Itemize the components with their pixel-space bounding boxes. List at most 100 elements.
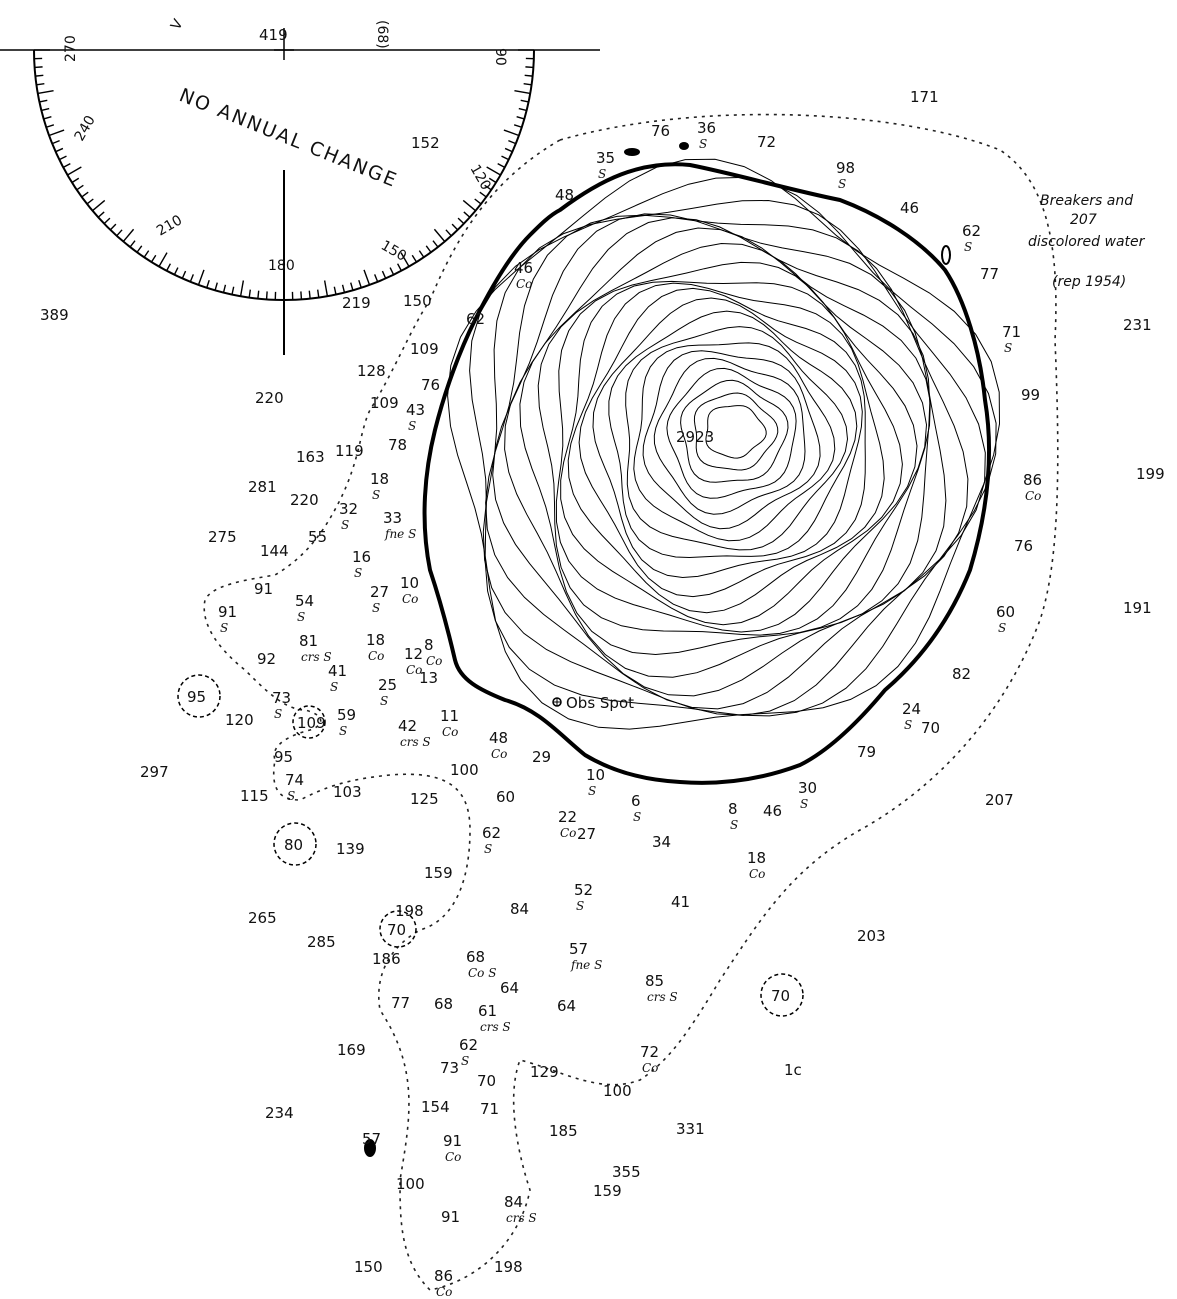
depth-value: 41	[671, 893, 690, 911]
compass-tick	[257, 290, 260, 299]
breakers-reported: (rep 1954)	[1052, 274, 1126, 290]
depth-value: 11	[440, 707, 459, 725]
compass-tick	[524, 74, 533, 77]
depth-sounding: 419	[259, 26, 288, 44]
bottom-quality: S	[1004, 341, 1012, 355]
depth-sounding: 73	[440, 1059, 459, 1077]
depth-value: 109	[410, 340, 439, 358]
depth-sounding: 171	[910, 88, 939, 106]
bottom-quality: Co	[1025, 489, 1041, 503]
bottom-quality: S	[730, 818, 738, 832]
depth-value: 191	[1123, 599, 1152, 617]
depth-sounding: 115	[240, 787, 269, 805]
depth-sounding: 70	[921, 719, 940, 737]
depth-value: 98	[836, 159, 855, 177]
depth-sounding: 59S	[337, 706, 356, 738]
bottom-quality: S	[330, 680, 338, 694]
compass-tick	[514, 89, 531, 95]
compass-tick	[181, 270, 187, 279]
compass-tick	[51, 140, 60, 145]
depth-value: 61	[478, 1002, 497, 1020]
depth-value: 84	[510, 900, 529, 918]
depth-sounding: 203	[857, 927, 886, 945]
depth-value: 144	[260, 542, 289, 560]
depth-sounding: 32S	[339, 500, 358, 532]
depth-value: 150	[354, 1258, 383, 1276]
compass-tick	[363, 269, 371, 286]
depth-value: 36	[697, 119, 716, 137]
svg-text:95: 95	[187, 688, 206, 706]
compass-tick	[46, 124, 55, 128]
terrain-contour-line	[482, 199, 986, 716]
compass-tick	[36, 82, 45, 86]
depth-value: 70	[921, 719, 940, 737]
depth-value: 220	[255, 389, 284, 407]
depth-sounding: 231	[1123, 316, 1152, 334]
depth-sounding: 100	[603, 1082, 632, 1100]
compass-tick	[504, 147, 513, 153]
depth-value: 297	[140, 763, 169, 781]
compass-tick	[86, 198, 94, 205]
depth-sounding: 54S	[295, 592, 314, 624]
depth-value: 78	[388, 436, 407, 454]
depth-sounding: 100	[450, 761, 479, 779]
circled-sounding: 70	[760, 973, 804, 1017]
depth-value: 77	[980, 265, 999, 283]
compass-tick	[389, 267, 395, 276]
depth-value: 100	[603, 1082, 632, 1100]
bottom-quality: Co S	[468, 966, 496, 980]
terrain-contour-line	[492, 213, 947, 697]
terrain-contour-line	[705, 405, 767, 459]
depth-sounding: 219	[342, 294, 371, 312]
depth-value: 100	[450, 761, 479, 779]
depth-value: 171	[910, 88, 939, 106]
terrain-contour-line	[537, 242, 928, 636]
compass-tick	[136, 245, 143, 253]
depth-value: 76	[1014, 537, 1033, 555]
depth-sounding: 62	[466, 310, 485, 328]
depth-sounding: 57	[362, 1130, 381, 1148]
compass-tick	[97, 211, 105, 218]
depth-value: 77	[391, 994, 410, 1012]
depth-value: 24	[902, 700, 921, 718]
depth-sounding: 73S	[272, 689, 291, 721]
depth-sounding: 76	[1014, 537, 1033, 555]
depth-value: 46	[763, 802, 782, 820]
depth-sounding: 41S	[328, 662, 347, 694]
depth-value: 1c	[784, 1061, 802, 1079]
terrain-contour-line	[447, 158, 1001, 730]
depth-value: 35	[596, 149, 615, 167]
depth-value: 74	[285, 771, 304, 789]
depth-sounding: 331	[676, 1120, 705, 1138]
compass-tick	[457, 217, 465, 225]
compass-tick	[374, 274, 379, 283]
terrain-contour-line	[519, 227, 931, 656]
depth-value: 13	[419, 669, 438, 687]
depth-value: 163	[296, 448, 325, 466]
depth-value: 73	[272, 689, 291, 707]
depth-value: 76	[421, 376, 440, 394]
compass-tick	[341, 284, 346, 293]
depth-sounding: 76	[421, 376, 440, 394]
depth-value: 115	[240, 787, 269, 805]
bottom-quality: Co	[491, 747, 507, 761]
compass-tick	[501, 155, 510, 161]
depth-value: 120	[225, 711, 254, 729]
depth-sounding: 150	[403, 292, 432, 310]
compass-caption: NO ANNUAL CHANGE	[176, 84, 401, 192]
bottom-quality: S	[380, 694, 388, 708]
terrain-contour-line	[666, 367, 797, 499]
bottom-quality: S	[354, 566, 362, 580]
depth-value: 43	[406, 401, 425, 419]
depth-sounding: 95	[274, 748, 293, 766]
bottom-quality: S	[461, 1054, 469, 1068]
depth-sounding: 220	[290, 491, 319, 509]
compass-tick	[129, 240, 136, 248]
compass-tick	[92, 199, 106, 212]
bottom-quality: S	[372, 488, 380, 502]
depth-value: 128	[357, 362, 386, 380]
compass-tick	[497, 162, 506, 168]
